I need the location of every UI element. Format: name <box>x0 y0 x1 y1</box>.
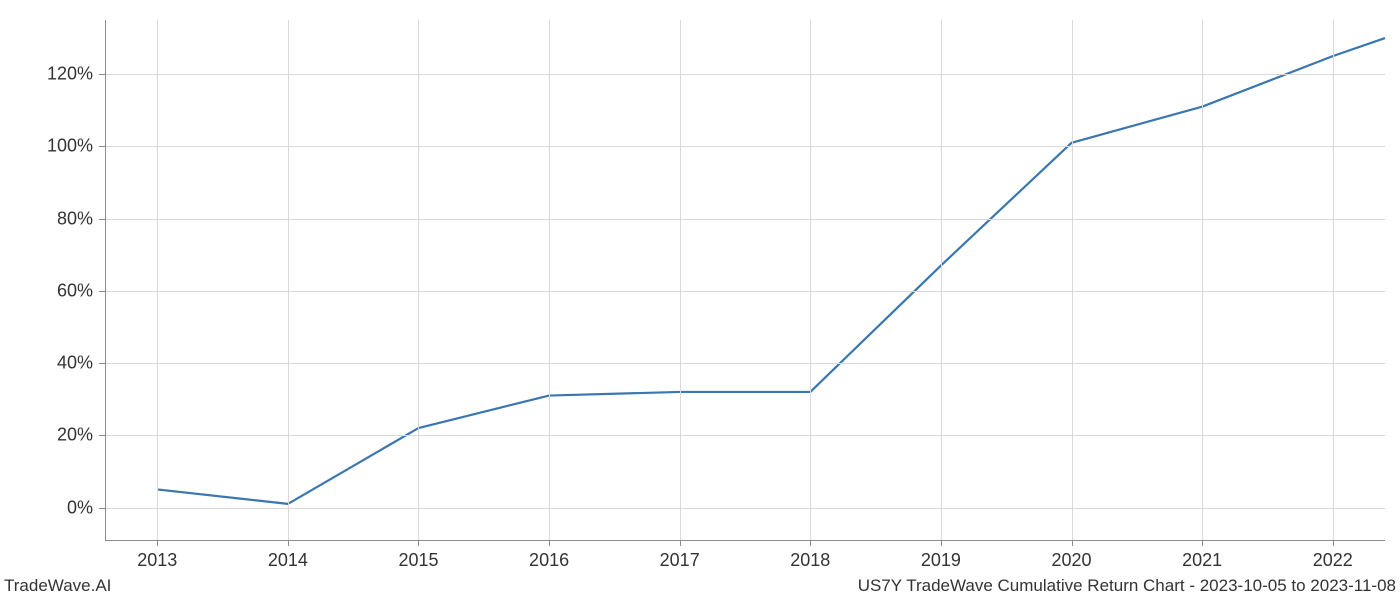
grid-line-horizontal <box>105 291 1385 292</box>
y-tick-mark <box>99 219 105 220</box>
grid-line-vertical <box>1202 20 1203 540</box>
x-tick-mark <box>941 540 942 546</box>
grid-line-vertical <box>1072 20 1073 540</box>
chart-container: TradeWave.AI US7Y TradeWave Cumulative R… <box>0 0 1400 600</box>
y-tick-mark <box>99 508 105 509</box>
x-tick-mark <box>1202 540 1203 546</box>
x-tick-mark <box>157 540 158 546</box>
x-tick-label: 2017 <box>660 550 700 571</box>
x-tick-mark <box>810 540 811 546</box>
y-tick-label: 120% <box>47 64 93 85</box>
x-tick-label: 2013 <box>137 550 177 571</box>
grid-line-horizontal <box>105 435 1385 436</box>
x-tick-label: 2022 <box>1313 550 1353 571</box>
y-tick-mark <box>99 363 105 364</box>
y-tick-label: 60% <box>57 280 93 301</box>
x-tick-mark <box>1333 540 1334 546</box>
grid-line-vertical <box>418 20 419 540</box>
grid-line-vertical <box>680 20 681 540</box>
grid-line-vertical <box>157 20 158 540</box>
x-tick-mark <box>288 540 289 546</box>
grid-line-horizontal <box>105 74 1385 75</box>
x-tick-label: 2018 <box>790 550 830 571</box>
footer-right-label: US7Y TradeWave Cumulative Return Chart -… <box>858 576 1396 596</box>
y-tick-label: 80% <box>57 208 93 229</box>
x-axis-spine <box>105 540 1385 541</box>
y-tick-label: 100% <box>47 136 93 157</box>
grid-line-horizontal <box>105 508 1385 509</box>
x-tick-mark <box>549 540 550 546</box>
y-tick-mark <box>99 291 105 292</box>
x-tick-label: 2020 <box>1051 550 1091 571</box>
footer-left-label: TradeWave.AI <box>4 576 111 596</box>
x-tick-label: 2015 <box>398 550 438 571</box>
x-tick-label: 2014 <box>268 550 308 571</box>
x-tick-mark <box>1072 540 1073 546</box>
x-tick-mark <box>418 540 419 546</box>
x-tick-mark <box>680 540 681 546</box>
y-tick-label: 40% <box>57 353 93 374</box>
y-tick-label: 0% <box>67 497 93 518</box>
grid-line-horizontal <box>105 146 1385 147</box>
line-chart-svg <box>105 20 1385 540</box>
y-tick-mark <box>99 146 105 147</box>
plot-area <box>105 20 1385 540</box>
x-tick-label: 2019 <box>921 550 961 571</box>
grid-line-vertical <box>288 20 289 540</box>
return-line <box>157 38 1385 504</box>
x-tick-label: 2021 <box>1182 550 1222 571</box>
grid-line-vertical <box>1333 20 1334 540</box>
y-axis-spine <box>105 20 106 540</box>
grid-line-vertical <box>810 20 811 540</box>
y-tick-mark <box>99 435 105 436</box>
grid-line-vertical <box>941 20 942 540</box>
y-tick-mark <box>99 74 105 75</box>
grid-line-vertical <box>549 20 550 540</box>
grid-line-horizontal <box>105 219 1385 220</box>
y-tick-label: 20% <box>57 425 93 446</box>
x-tick-label: 2016 <box>529 550 569 571</box>
grid-line-horizontal <box>105 363 1385 364</box>
